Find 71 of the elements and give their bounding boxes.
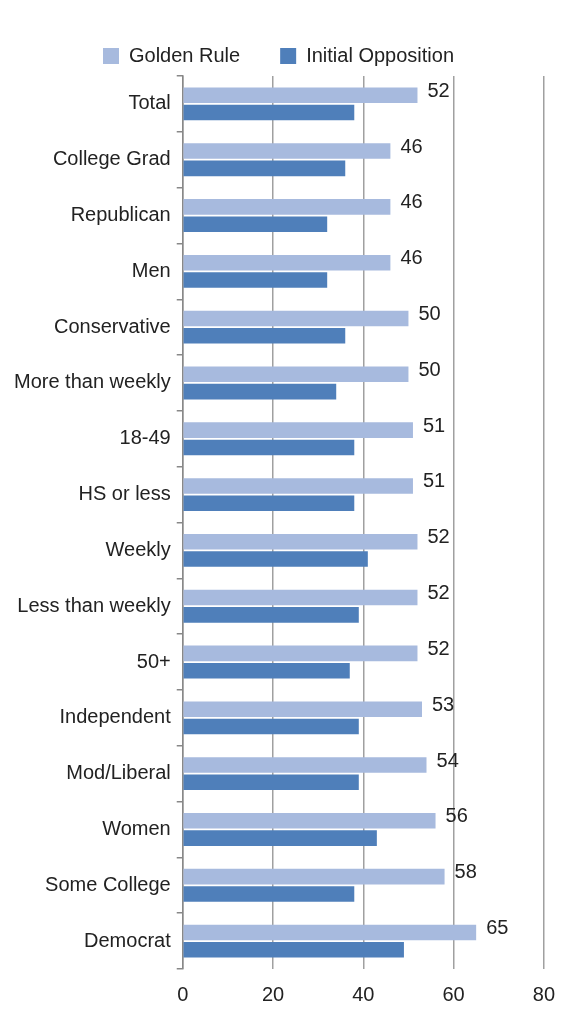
y-tick-label: Democrat [84,928,172,951]
y-tick-label: Total [128,91,171,114]
bar [183,310,409,327]
y-tick-label: Men [131,258,171,281]
bar [183,589,418,606]
bar [183,645,418,662]
y-tick-label: More than weekly [13,370,171,393]
bar [183,366,409,383]
bar [183,662,350,679]
y-tick-label: HS or less [78,482,171,505]
data-label: 52 [427,525,450,548]
bar [183,199,391,215]
legend-label: Initial Opposition [306,43,455,66]
data-label: 51 [422,413,446,436]
x-tick-label: 20 [261,982,285,1005]
data-label: 46 [400,246,423,269]
y-tick-label: Women [102,816,171,839]
data-label: 58 [454,860,477,883]
x-tick-label: 40 [352,982,375,1005]
bar [183,439,355,456]
bar [183,272,328,288]
y-tick-label: Less than weekly [17,593,171,616]
bar [183,886,355,902]
bar [183,495,355,512]
data-label: 54 [436,748,459,771]
data-label: 46 [400,190,423,213]
legend-label: Golden Rule [128,43,241,66]
x-tick-label: 80 [532,982,555,1005]
y-tick-label: Some College [45,872,171,895]
data-label: 65 [486,915,509,938]
x-tick-label: 0 [177,982,189,1005]
bar [183,533,418,550]
bar [183,757,427,773]
data-label: 52 [427,581,450,604]
data-label: 50 [418,357,441,380]
bar [183,607,359,623]
bar [183,924,477,941]
bar [183,868,445,885]
bar [183,104,355,121]
bar [183,160,346,177]
bar [183,813,436,829]
bar [183,254,391,271]
bar [183,383,337,400]
bar [183,941,404,958]
data-label: 46 [400,134,423,157]
y-tick-label: 18-49 [119,426,171,449]
bar [183,478,413,494]
data-label: 52 [427,78,450,101]
y-tick-label: Mod/Liberal [66,761,171,784]
bar [183,328,346,344]
bar [183,830,377,846]
data-label: 53 [431,692,455,715]
bar [183,774,359,791]
bar [183,216,328,232]
data-label: 50 [418,302,441,325]
data-label: 56 [445,804,468,827]
bar [183,718,359,735]
y-tick-label: Republican [70,203,171,226]
data-label: 52 [427,636,450,659]
bar [183,143,391,159]
y-tick-label: 50+ [136,649,171,672]
bar [183,551,368,567]
bar [183,701,422,717]
x-tick-label: 60 [442,982,465,1005]
y-tick-label: Conservative [54,314,171,337]
bar [183,87,418,104]
y-tick-label: College Grad [52,147,171,170]
y-tick-label: Independent [59,705,172,728]
bar [183,422,413,438]
data-label: 51 [422,469,446,492]
y-tick-label: Weekly [105,537,171,560]
